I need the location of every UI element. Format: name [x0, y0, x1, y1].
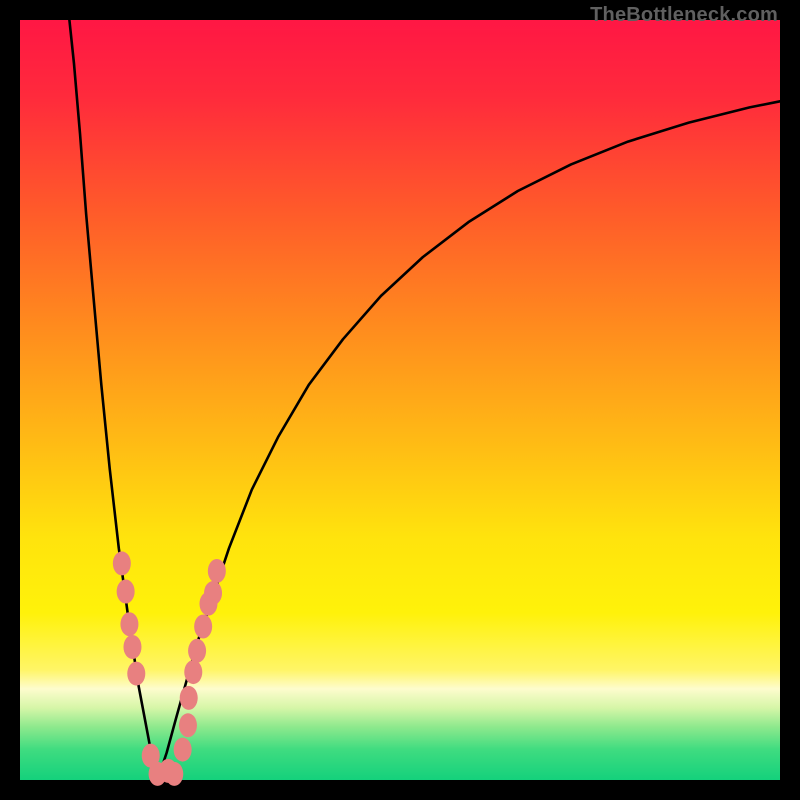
- data-marker: [117, 580, 135, 604]
- data-marker: [113, 551, 131, 575]
- data-marker: [184, 660, 202, 684]
- data-marker: [123, 635, 141, 659]
- watermark-label: TheBottleneck.com: [590, 4, 778, 27]
- data-marker: [204, 581, 222, 605]
- data-marker: [179, 713, 197, 737]
- chart-container: TheBottleneck.com: [0, 0, 800, 800]
- data-marker: [165, 762, 183, 786]
- data-marker: [127, 662, 145, 686]
- data-marker: [120, 612, 138, 636]
- data-marker: [208, 559, 226, 583]
- data-marker: [180, 686, 198, 710]
- data-marker: [194, 614, 212, 638]
- data-marker: [174, 738, 192, 762]
- bottleneck-chart-svg: [0, 0, 800, 800]
- data-marker: [188, 639, 206, 663]
